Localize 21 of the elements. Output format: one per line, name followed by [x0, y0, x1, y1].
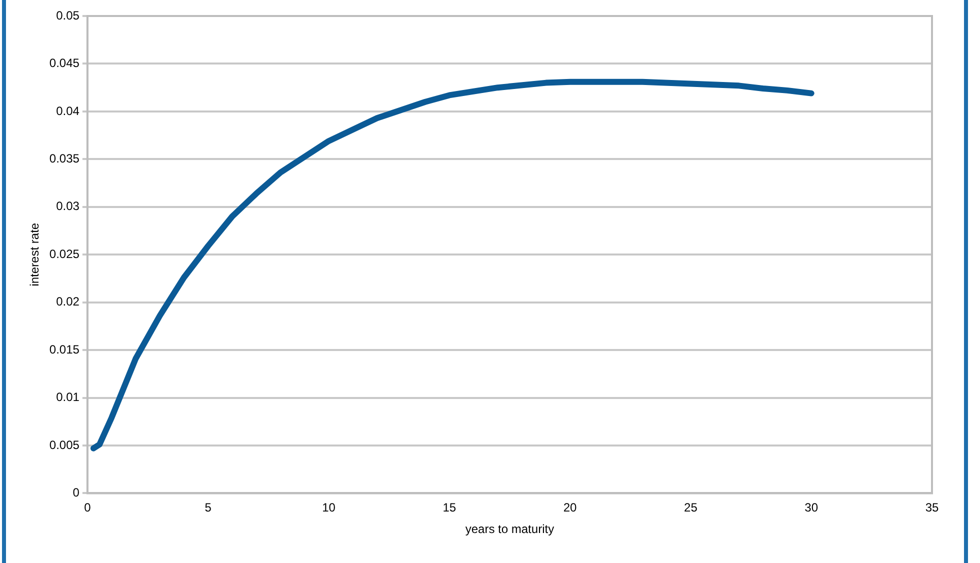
x-tick-label: 0	[84, 500, 92, 515]
y-tick-label: 0	[72, 486, 80, 500]
y-tick-label: 0.03	[56, 199, 80, 214]
x-tick-label: 5	[204, 500, 212, 515]
y-axis-title: interest rate	[28, 222, 42, 286]
x-tick-label: 15	[442, 500, 456, 515]
x-tick-label: 25	[684, 500, 698, 515]
y-tick-label: 0.04	[56, 104, 80, 118]
y-tick-label: 0.015	[49, 342, 80, 356]
y-tick-label: 0.02	[56, 294, 80, 309]
y-tick-label: 0.045	[49, 56, 80, 70]
y-tick-label: 0.005	[49, 438, 80, 452]
x-tick-label: 30	[804, 500, 818, 515]
y-tick-label: 0.01	[56, 390, 80, 404]
y-tick-label: 0.035	[49, 151, 80, 166]
x-tick-label: 35	[925, 500, 939, 515]
y-tick-label: 0.05	[56, 8, 80, 22]
x-tick-label: 10	[322, 500, 336, 515]
x-tick-label: 20	[563, 500, 578, 515]
x-axis-title: years to maturity	[465, 522, 554, 536]
y-tick-label: 0.025	[49, 246, 80, 261]
